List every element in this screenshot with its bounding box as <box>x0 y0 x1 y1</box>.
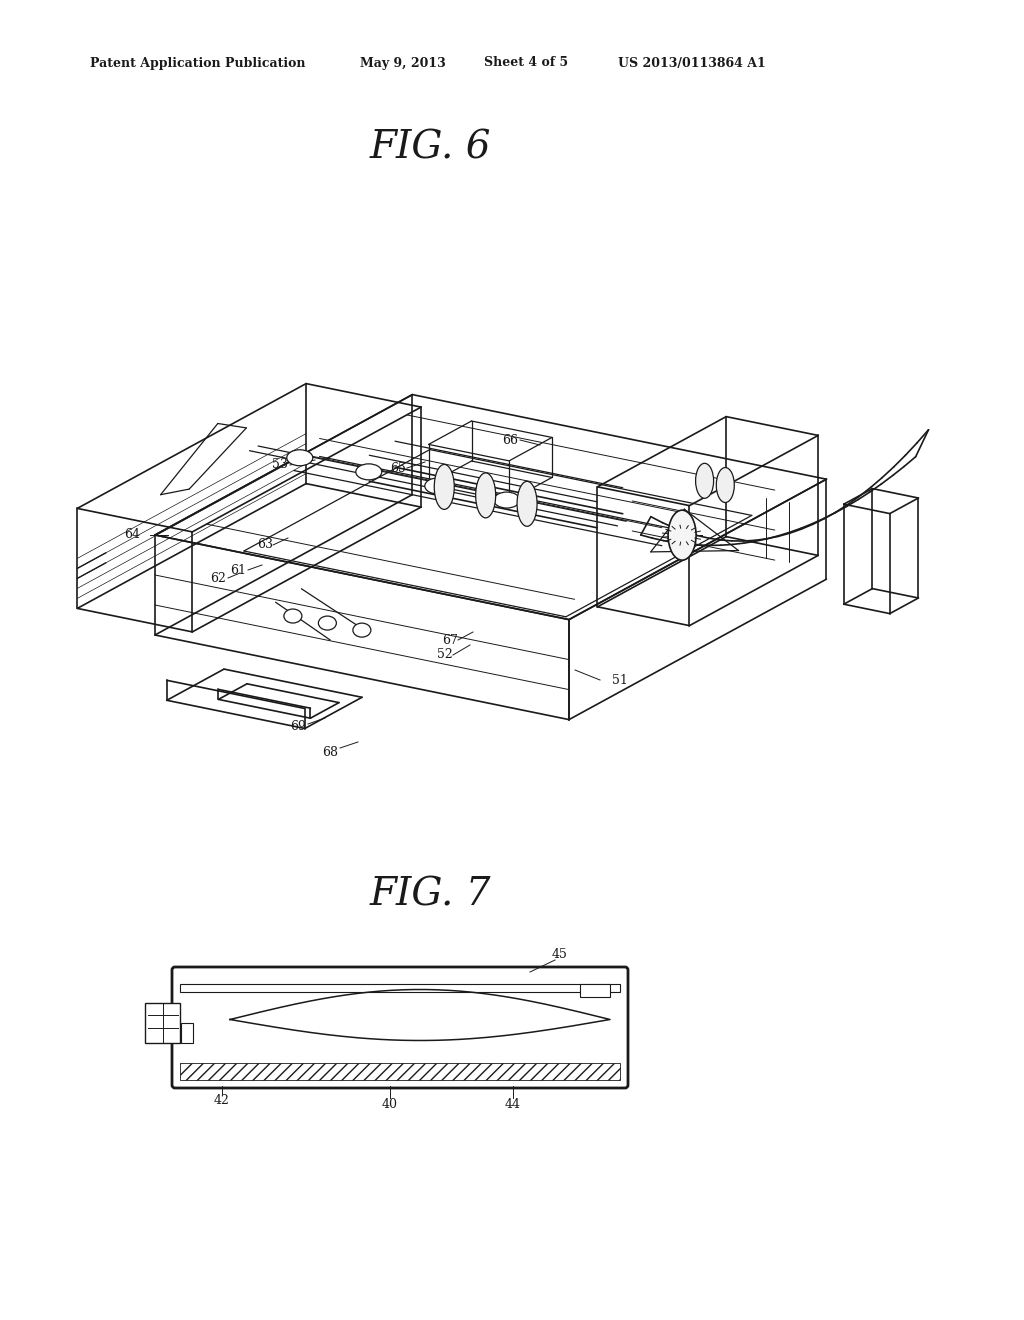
Text: Patent Application Publication: Patent Application Publication <box>90 57 305 70</box>
Text: 69: 69 <box>290 719 306 733</box>
Text: 44: 44 <box>505 1097 521 1110</box>
Text: 52: 52 <box>437 648 453 661</box>
Text: 68: 68 <box>322 746 338 759</box>
Text: Sheet 4 of 5: Sheet 4 of 5 <box>484 57 568 70</box>
Text: US 2013/0113864 A1: US 2013/0113864 A1 <box>618 57 766 70</box>
Ellipse shape <box>717 467 734 503</box>
Bar <box>181 1023 193 1043</box>
Text: May 9, 2013: May 9, 2013 <box>360 57 445 70</box>
Ellipse shape <box>695 463 714 499</box>
Text: 63: 63 <box>257 539 273 552</box>
Ellipse shape <box>318 616 336 630</box>
Text: 53: 53 <box>272 458 288 471</box>
Text: 66: 66 <box>502 433 518 446</box>
FancyBboxPatch shape <box>172 968 628 1088</box>
Text: 45: 45 <box>552 949 568 961</box>
Text: 40: 40 <box>382 1097 398 1110</box>
Bar <box>145 1002 180 1043</box>
Text: 67: 67 <box>442 634 458 647</box>
Ellipse shape <box>476 473 496 517</box>
Bar <box>580 983 610 997</box>
Ellipse shape <box>494 492 520 508</box>
Ellipse shape <box>517 482 537 527</box>
Text: 42: 42 <box>214 1093 230 1106</box>
Text: 64: 64 <box>124 528 140 541</box>
Text: 65: 65 <box>390 462 406 474</box>
Ellipse shape <box>425 478 451 494</box>
Ellipse shape <box>284 609 302 623</box>
Ellipse shape <box>434 465 455 510</box>
Text: FIG. 6: FIG. 6 <box>370 129 490 166</box>
Bar <box>180 983 620 993</box>
Ellipse shape <box>355 463 382 480</box>
Ellipse shape <box>287 450 312 466</box>
Ellipse shape <box>668 510 696 560</box>
Bar <box>180 1063 620 1080</box>
Text: 61: 61 <box>230 564 246 577</box>
Text: FIG. 7: FIG. 7 <box>370 876 490 913</box>
Ellipse shape <box>353 623 371 638</box>
Text: 51: 51 <box>612 673 628 686</box>
Text: 62: 62 <box>210 572 226 585</box>
